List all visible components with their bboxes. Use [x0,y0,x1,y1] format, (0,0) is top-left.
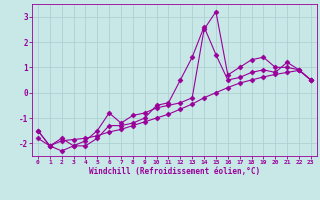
X-axis label: Windchill (Refroidissement éolien,°C): Windchill (Refroidissement éolien,°C) [89,167,260,176]
